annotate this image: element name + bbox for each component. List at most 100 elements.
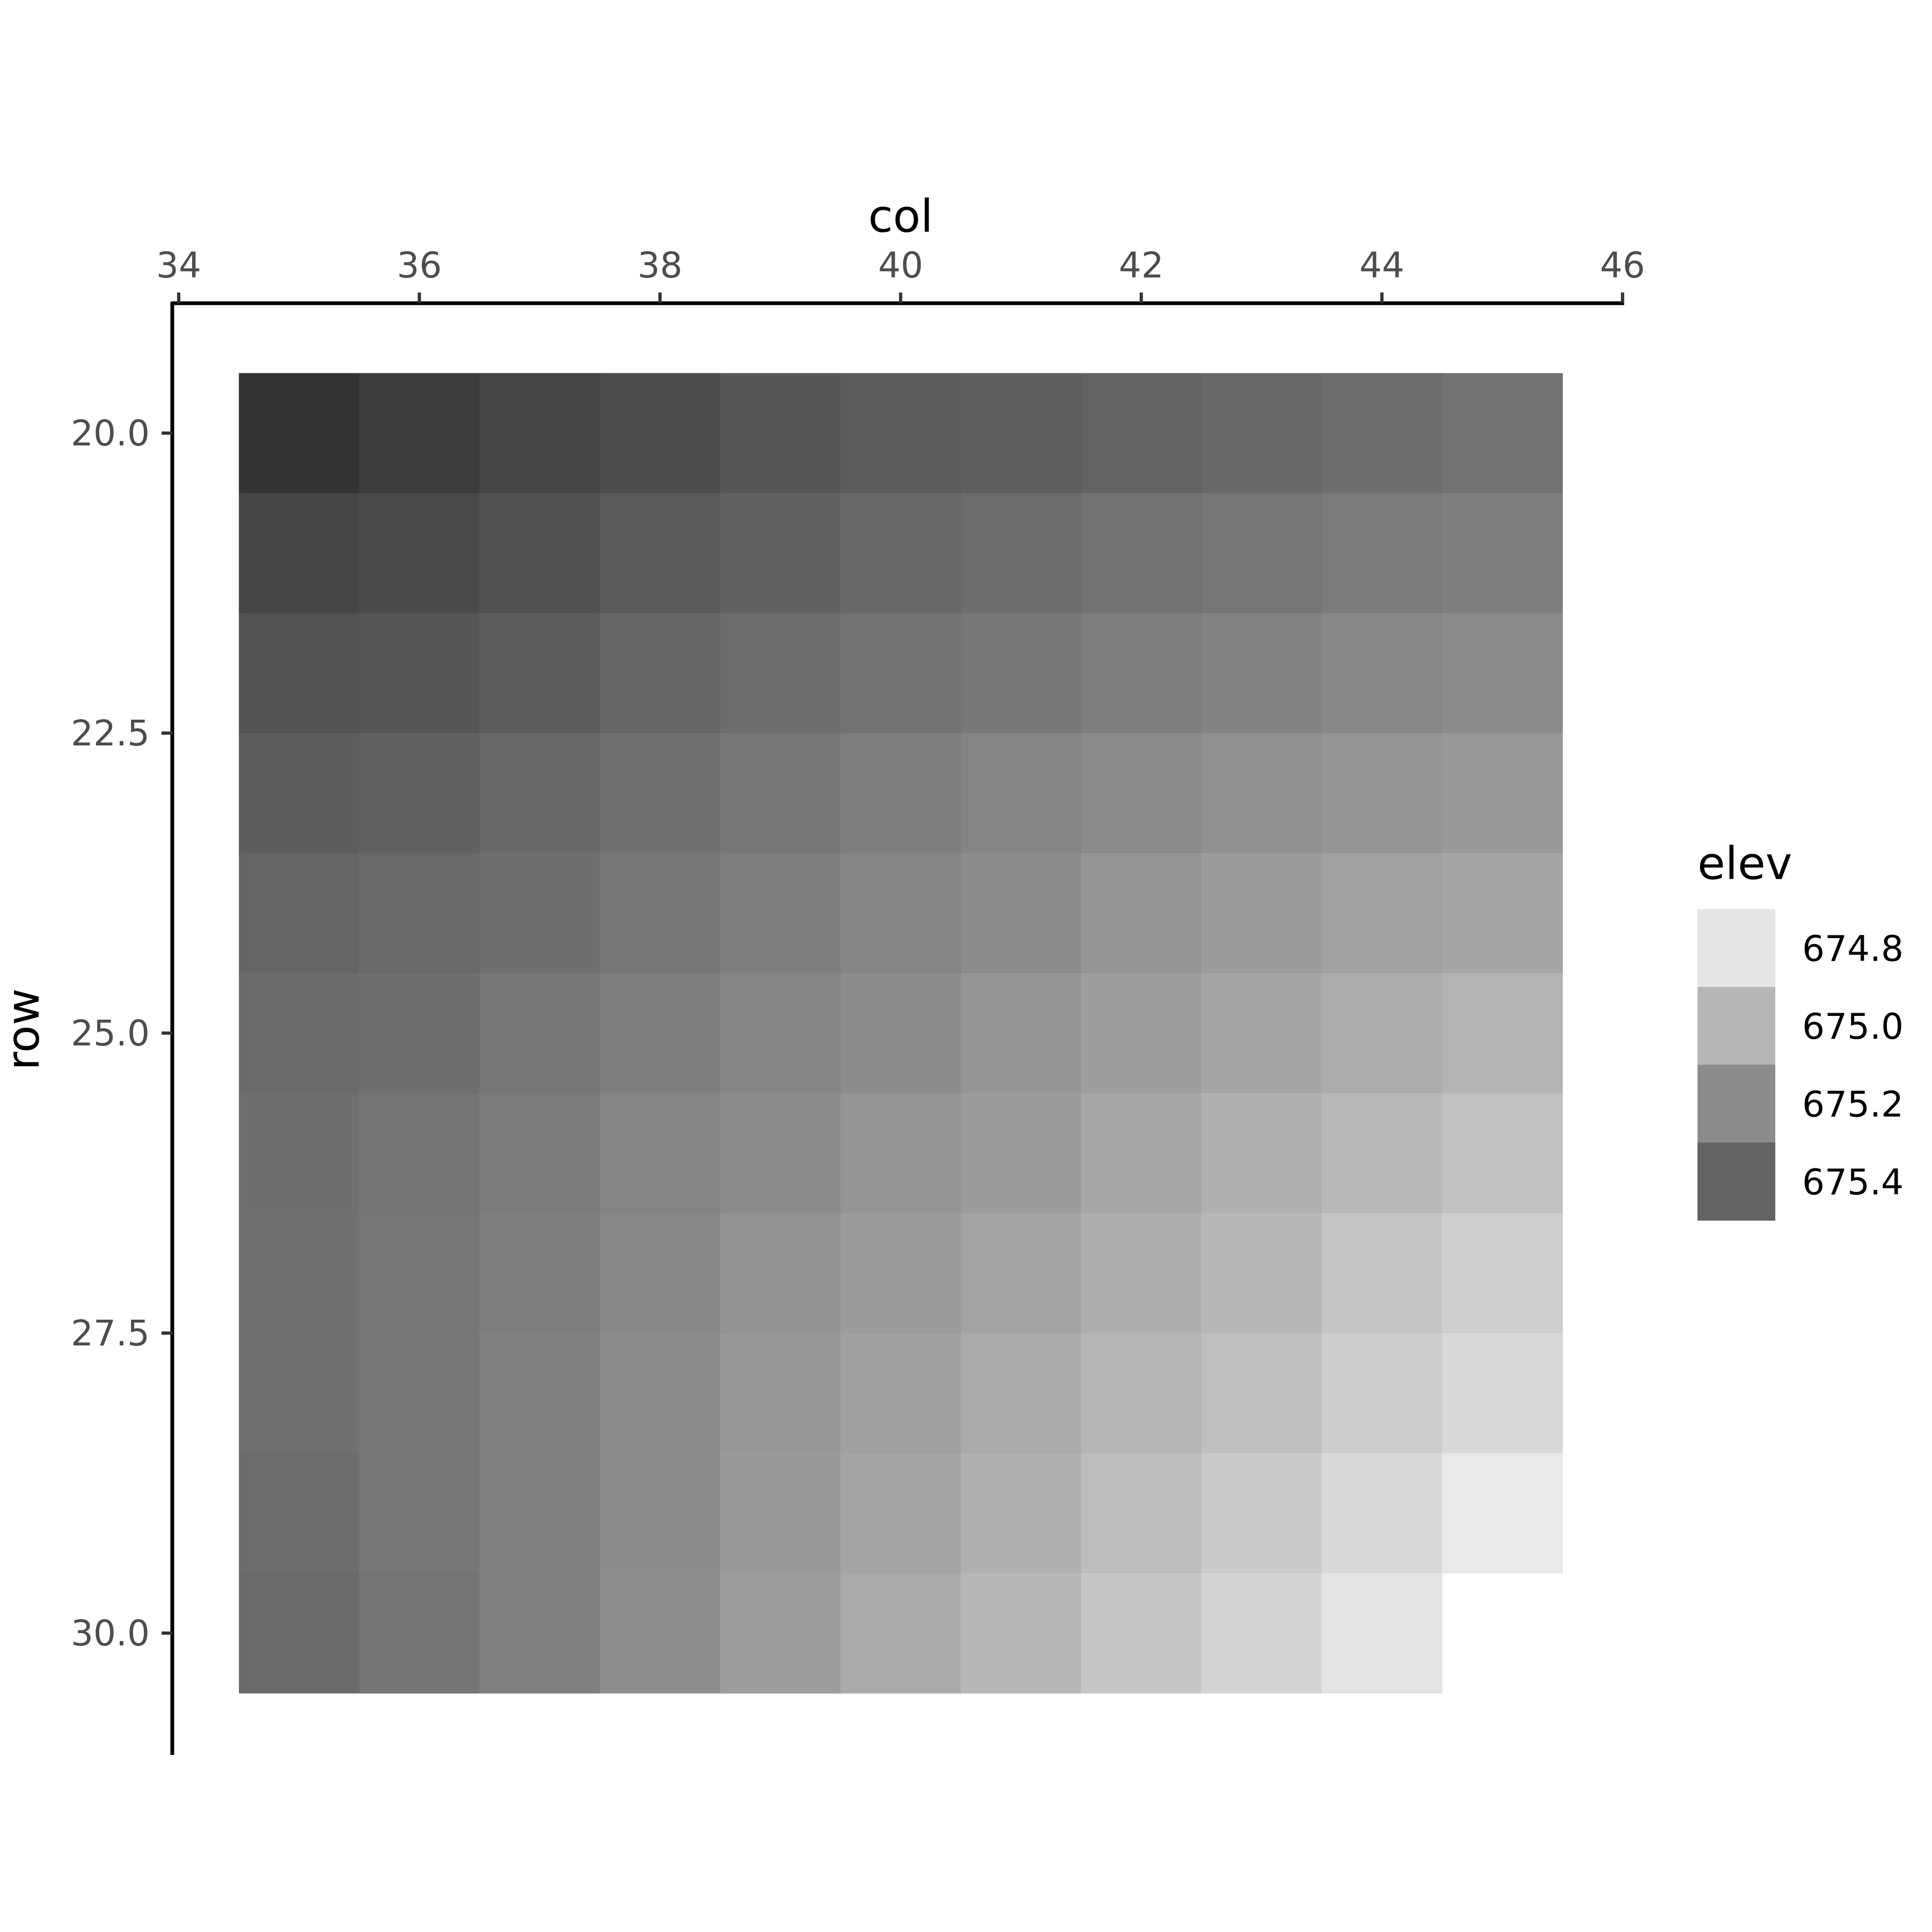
y-tick-label-30.0: 30.0	[71, 1613, 150, 1654]
heatmap-cell-r27-c37	[479, 1213, 601, 1334]
heatmap-cell-r29-c41	[961, 1453, 1082, 1574]
heatmap-cell-r23-c35	[239, 733, 360, 854]
heatmap-cell-r23-c44	[1321, 733, 1443, 854]
heatmap-cell-r20-c38	[599, 373, 721, 494]
heatmap-cell-r29-c45	[1442, 1453, 1563, 1574]
heatmap-cell-r30-c40	[840, 1573, 962, 1694]
heatmap-cell-r28-c41	[961, 1333, 1082, 1454]
heatmap-cell-r26-c41	[961, 1093, 1082, 1214]
heatmap-cell-r30-c43	[1201, 1573, 1322, 1694]
x-tick-label-34: 34	[156, 245, 201, 286]
heatmap-cell-r22-c39	[720, 613, 841, 734]
heatmap-cell-r25-c38	[599, 973, 721, 1094]
heatmap-cell-r22-c37	[479, 613, 601, 734]
heatmap-cell-r24-c37	[479, 853, 601, 974]
legend-label-675.4: 675.4	[1802, 1162, 1904, 1203]
heatmap-cell-r27-c42	[1081, 1213, 1202, 1334]
heatmap-cell-r23-c37	[479, 733, 601, 854]
heatmap-cell-r20-c45	[1442, 373, 1563, 494]
heatmap-cell-r21-c39	[720, 493, 841, 614]
y-tick-label-22.5: 22.5	[71, 713, 150, 754]
heatmap-cell-r28-c38	[599, 1333, 721, 1454]
heatmap-cell-r30-c38	[599, 1573, 721, 1694]
heatmap-cell-r27-c44	[1321, 1213, 1443, 1334]
heatmap-cell-r29-c35	[239, 1453, 360, 1574]
heatmap-cell-r28-c45	[1442, 1333, 1563, 1454]
legend-label-675.0: 675.0	[1802, 1006, 1904, 1048]
heatmap-cell-r29-c40	[840, 1453, 962, 1574]
heatmap-cell-r29-c39	[720, 1453, 841, 1574]
heatmap-cell-r24-c41	[961, 853, 1082, 974]
heatmap-cell-r21-c41	[961, 493, 1082, 614]
heatmap-cell-r26-c45	[1442, 1093, 1563, 1214]
legend-key-675.2	[1697, 1065, 1775, 1143]
heatmap-cell-r21-c43	[1201, 493, 1322, 614]
heatmap-cell-r22-c38	[599, 613, 721, 734]
x-tick-label-46: 46	[1600, 245, 1645, 286]
heatmap-cell-r21-c45	[1442, 493, 1563, 614]
heatmap-cell-r28-c43	[1201, 1333, 1322, 1454]
heatmap-cell-r29-c37	[479, 1453, 601, 1574]
heatmap-cell-r22-c35	[239, 613, 360, 734]
heatmap-cell-r25-c41	[961, 973, 1082, 1094]
heatmap-cell-r30-c35	[239, 1573, 360, 1694]
x-tick-label-44: 44	[1359, 245, 1404, 286]
heatmap-cell-r20-c39	[720, 373, 841, 494]
heatmap-cell-r28-c37	[479, 1333, 601, 1454]
heatmap-cell-r26-c44	[1321, 1093, 1443, 1214]
heatmap-cell-r27-c43	[1201, 1213, 1322, 1334]
y-tick-label-27.5: 27.5	[71, 1313, 150, 1354]
heatmap-cell-r25-c43	[1201, 973, 1322, 1094]
heatmap-cell-r24-c36	[359, 853, 480, 974]
heatmap-cell-r22-c44	[1321, 613, 1443, 734]
heatmap-cell-r29-c36	[359, 1453, 480, 1574]
heatmap-cell-r24-c38	[599, 853, 721, 974]
heatmap-cell-r24-c45	[1442, 853, 1563, 974]
heatmap-cell-r28-c39	[720, 1333, 841, 1454]
heatmap-cell-r28-c40	[840, 1333, 962, 1454]
heatmap-cell-r26-c35	[239, 1093, 360, 1214]
heatmap-cell-r21-c36	[359, 493, 480, 614]
y-tick-label-25.0: 25.0	[71, 1013, 150, 1054]
heatmap-cell-r26-c36	[359, 1093, 480, 1214]
heatmap-cell-r28-c44	[1321, 1333, 1443, 1454]
heatmap-cell-r25-c40	[840, 973, 962, 1094]
heatmap-cell-r24-c44	[1321, 853, 1443, 974]
heatmap-cell-r25-c39	[720, 973, 841, 1094]
heatmap-cell-r23-c36	[359, 733, 480, 854]
heatmap-cell-r23-c41	[961, 733, 1082, 854]
heatmap-cell-r23-c38	[599, 733, 721, 854]
heatmap-cell-r23-c39	[720, 733, 841, 854]
x-tick-label-42: 42	[1119, 245, 1164, 286]
heatmap-cell-r26-c38	[599, 1093, 721, 1214]
heatmap-cell-r21-c37	[479, 493, 601, 614]
heatmap-cell-r22-c36	[359, 613, 480, 734]
heatmap-cell-r30-c36	[359, 1573, 480, 1694]
legend-key-675.0	[1697, 987, 1775, 1065]
heatmap-cell-r24-c35	[239, 853, 360, 974]
heatmap-cell-r20-c44	[1321, 373, 1443, 494]
heatmap-cell-r27-c35	[239, 1213, 360, 1334]
heatmap-cell-r23-c45	[1442, 733, 1563, 854]
heatmap-cell-r28-c36	[359, 1333, 480, 1454]
heatmap-cell-r23-c42	[1081, 733, 1202, 854]
heatmap-cell-r24-c43	[1201, 853, 1322, 974]
heatmap-cell-r26-c42	[1081, 1093, 1202, 1214]
heatmap-cell-r27-c45	[1442, 1213, 1563, 1334]
heatmap-cell-r28-c35	[239, 1333, 360, 1454]
axes: 34 36 38 40 42 44 46 20.0 22.5 25.0 27.5 30.0 col row	[0, 190, 1645, 1755]
y-tick-label-20.0: 20.0	[71, 413, 150, 454]
heatmap-cell-r30-c37	[479, 1573, 601, 1694]
heatmap-cell-r27-c41	[961, 1213, 1082, 1334]
heatmap-cell-r25-c45	[1442, 973, 1563, 1094]
legend-label-674.8: 674.8	[1802, 928, 1904, 970]
heatmap-cell-r25-c37	[479, 973, 601, 1094]
x-tick-label-36: 36	[397, 245, 442, 286]
heatmap-cell-r20-c40	[840, 373, 962, 494]
heatmap-cell-r22-c41	[961, 613, 1082, 734]
heatmap-cell-r20-c43	[1201, 373, 1322, 494]
heatmap-cell-r28-c42	[1081, 1333, 1202, 1454]
heatmap-cell-r20-c37	[479, 373, 601, 494]
heatmap-cell-r29-c38	[599, 1453, 721, 1574]
